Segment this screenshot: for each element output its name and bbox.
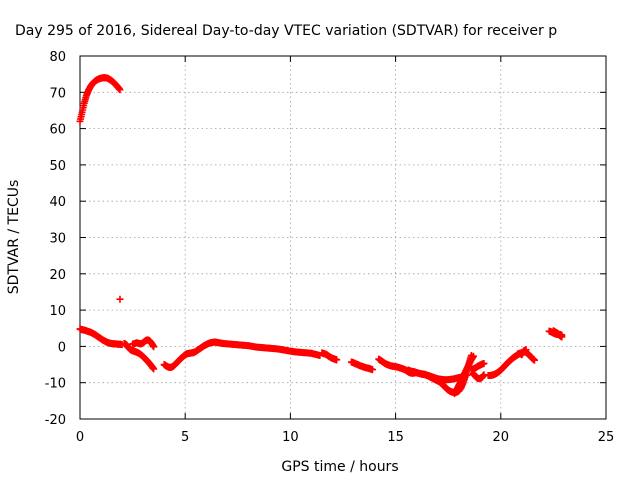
- y-tick-label: 60: [49, 123, 66, 138]
- axis-ticks: 0 5 10 15 20 25 -20 -10 0 10 20 30 40 50 60 70 80: [45, 50, 615, 445]
- y-tick-label: 10: [49, 304, 66, 319]
- y-tick-label: 40: [49, 195, 66, 210]
- x-tick-label: 25: [598, 430, 615, 445]
- data-point: [116, 295, 124, 303]
- data-point: [368, 366, 376, 374]
- x-axis-label: GPS time / hours: [281, 459, 398, 475]
- x-tick-label: 5: [181, 430, 189, 445]
- data-point: [530, 356, 538, 364]
- grid: [80, 56, 606, 419]
- y-tick-label: 50: [49, 159, 66, 174]
- y-tick-label: 30: [49, 232, 66, 247]
- data-point: [116, 86, 124, 94]
- x-tick-label: 15: [387, 430, 404, 445]
- data-point: [150, 365, 158, 373]
- data-point: [150, 343, 158, 351]
- data-series: [76, 74, 566, 398]
- data-point: [469, 352, 477, 360]
- data-point: [333, 356, 341, 364]
- x-tick-label: 20: [493, 430, 510, 445]
- y-tick-label: 70: [49, 86, 66, 101]
- plot-frame: [79, 55, 607, 420]
- chart-title: Day 295 of 2016, Sidereal Day-to-day VTE…: [15, 23, 557, 39]
- data-point: [522, 346, 530, 354]
- y-tick-label: -20: [45, 413, 66, 428]
- x-tick-label: 10: [282, 430, 299, 445]
- data-point: [480, 359, 488, 367]
- y-axis-label: SDTVAR / TECUs: [6, 180, 22, 295]
- y-tick-label: 20: [49, 268, 66, 283]
- data-point: [558, 333, 566, 341]
- y-tick-label: -10: [45, 377, 66, 392]
- y-tick-label: 0: [58, 340, 66, 355]
- x-tick-label: 0: [76, 430, 84, 445]
- y-tick-label: 80: [49, 50, 66, 65]
